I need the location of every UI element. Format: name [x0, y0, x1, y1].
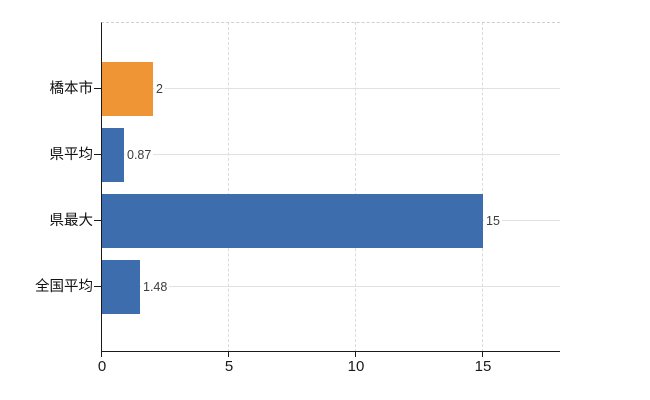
value-label-prefecture-max: 15	[484, 213, 502, 229]
bar-hashimoto-city	[102, 62, 153, 116]
gridline-vertical-15	[482, 22, 483, 352]
y-tick-row1	[94, 88, 101, 89]
category-label-prefecture-average: 県平均	[49, 147, 94, 163]
value-label-hashimoto-city: 2	[154, 81, 165, 97]
bar-prefecture-max	[102, 194, 483, 248]
x-tick-label-5: 5	[224, 358, 234, 375]
y-tick-row4	[94, 286, 101, 287]
category-label-hashimoto-city: 橋本市	[49, 81, 94, 97]
x-tick-15	[482, 352, 483, 357]
gridline-vertical-5	[228, 22, 229, 352]
category-label-national-average: 全国平均	[35, 279, 93, 295]
x-tick-label-15: 15	[474, 358, 492, 375]
x-tick-5	[228, 352, 229, 357]
gridline-vertical-10	[355, 22, 356, 352]
plot-area	[101, 22, 560, 352]
gridline-horizontal-row4	[102, 286, 560, 287]
x-tick-10	[355, 352, 356, 357]
x-tick-label-10: 10	[347, 358, 365, 375]
gridline-horizontal-row1	[102, 88, 560, 89]
bar-national-average	[102, 260, 140, 314]
y-tick-row2	[94, 154, 101, 155]
y-tick-row3	[94, 220, 101, 221]
value-label-prefecture-average: 0.87	[125, 147, 154, 163]
value-label-national-average: 1.48	[141, 279, 170, 295]
bar-prefecture-average	[102, 128, 124, 182]
gridline-horizontal-row2	[102, 154, 560, 155]
x-tick-0	[101, 352, 102, 357]
x-tick-label-0: 0	[97, 358, 107, 375]
category-label-prefecture-max: 県最大	[49, 213, 94, 229]
